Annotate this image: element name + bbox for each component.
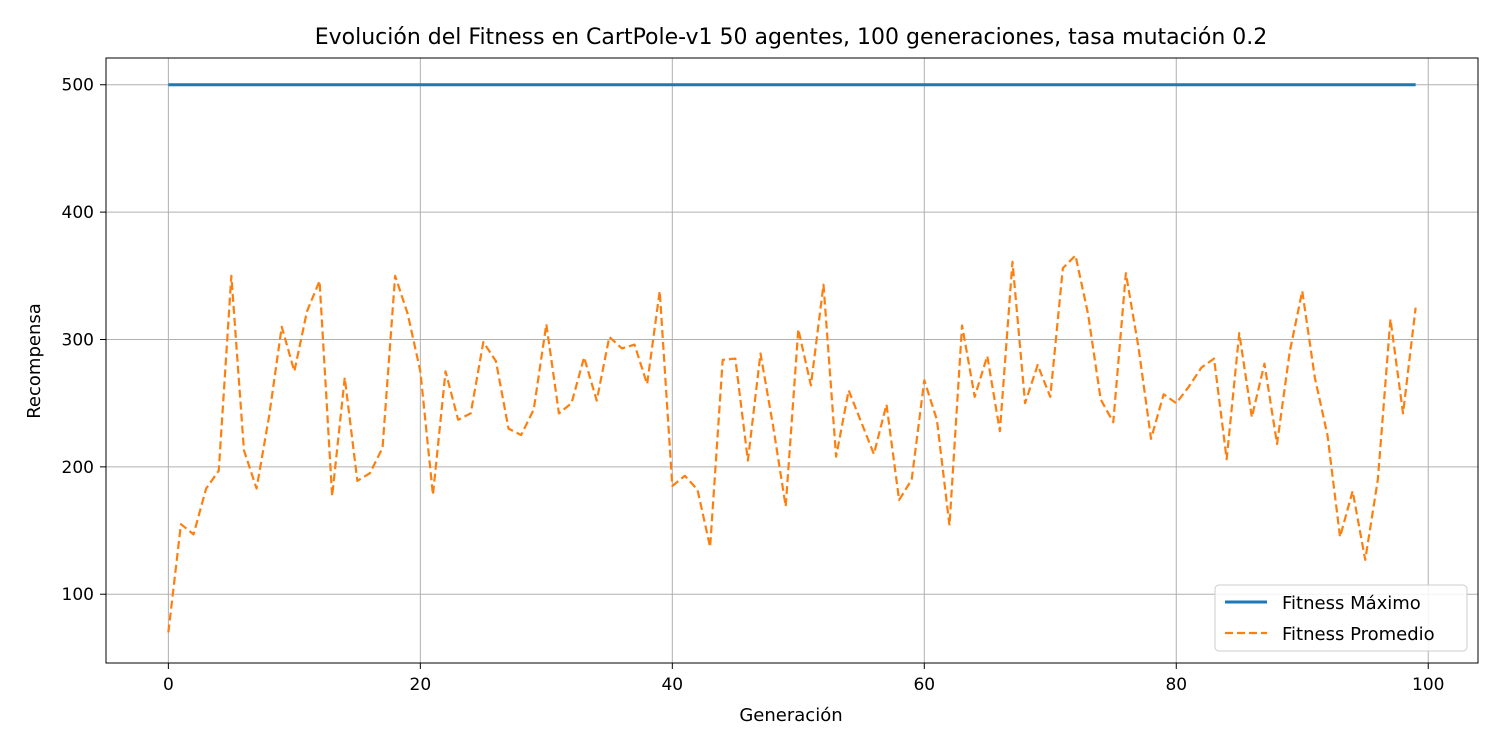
y-axis-label: Recompensa — [24, 303, 45, 419]
plot-frame — [105, 57, 1479, 664]
x-tick-label: 20 — [410, 675, 432, 695]
x-axis-label: Generación — [739, 705, 842, 726]
legend-label-avg: Fitness Promedio — [1282, 624, 1435, 645]
legend-label-max: Fitness Máximo — [1282, 593, 1421, 614]
x-tick-label: 100 — [1412, 675, 1444, 695]
series-line-fitness-promedio — [167, 254, 1417, 633]
y-tick-label: 400 — [62, 203, 94, 223]
y-axis-ticks: 100 200 300 400 500 — [62, 76, 106, 605]
x-axis-ticks: 0 20 40 60 80 100 — [163, 663, 1444, 695]
y-tick-label: 500 — [62, 76, 94, 96]
legend: Fitness Máximo Fitness Promedio — [1214, 584, 1468, 652]
grid — [106, 58, 1478, 663]
legend-box — [1214, 584, 1468, 652]
series-lines — [167, 83, 1417, 633]
y-tick-label: 300 — [62, 330, 94, 350]
y-tick-label: 100 — [62, 585, 94, 605]
y-tick-label: 200 — [62, 458, 94, 478]
chart-title: Evolución del Fitness en CartPole-v1 50 … — [315, 25, 1268, 50]
x-tick-label: 60 — [913, 675, 935, 695]
x-tick-label: 40 — [661, 675, 683, 695]
x-tick-label: 0 — [163, 675, 174, 695]
x-tick-label: 80 — [1165, 675, 1187, 695]
